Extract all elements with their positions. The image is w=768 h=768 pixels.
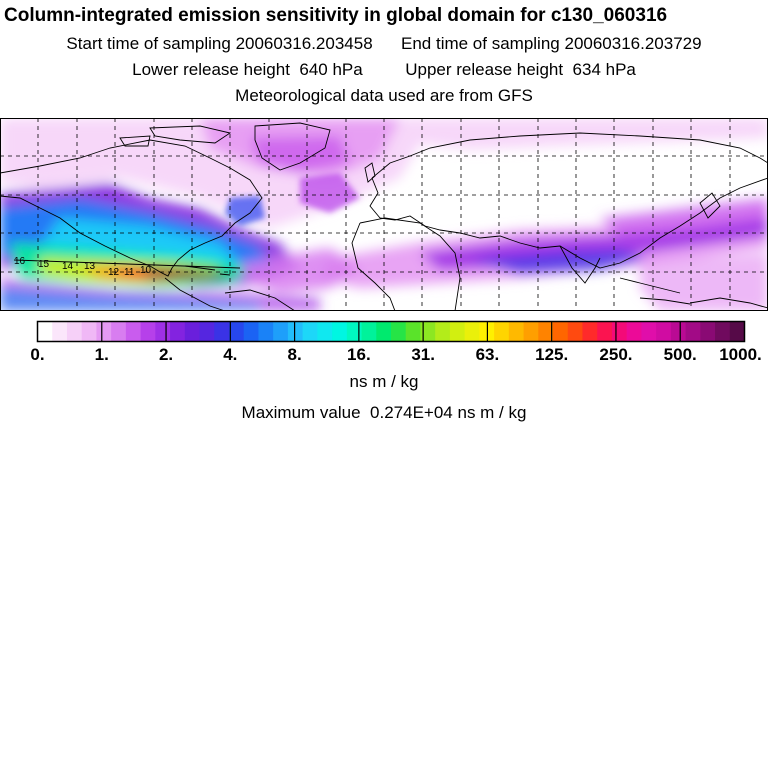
colorbar-frame <box>36 320 746 343</box>
upper-height-label: Upper release height <box>405 60 564 79</box>
track-label-11: 11 <box>124 267 135 278</box>
met-data-line: Meteorological data used are from GFS <box>235 86 533 105</box>
colorbar-cell <box>685 321 701 342</box>
colorbar-cell <box>464 321 480 342</box>
lower-height-label: Lower release height <box>132 60 290 79</box>
colorbar-cell <box>243 321 259 342</box>
colorbar-cell <box>66 321 83 342</box>
start-time-label: Start time of sampling <box>66 34 231 53</box>
colorbar-cell <box>258 321 274 342</box>
track-label-12: 12 <box>108 267 120 278</box>
colorbar-cell <box>52 321 68 342</box>
colorbar-cell <box>567 321 583 342</box>
colorbar-cell <box>538 321 554 342</box>
colorbar-tick-label: 31. <box>411 345 435 364</box>
colorbar-cell <box>170 321 186 342</box>
colorbar-cell <box>199 321 215 342</box>
colorbar-cell <box>37 321 53 342</box>
start-time-value: 20060316.203458 <box>235 34 373 53</box>
colorbar-cell <box>494 321 510 342</box>
flight-track: 16 15 14 13 12 11 10 <box>13 256 241 278</box>
colorbar-cell <box>228 321 245 342</box>
colorbar-cell <box>96 321 112 342</box>
track-label-14: 14 <box>62 261 74 272</box>
colorbar-cell <box>376 321 392 342</box>
colorbar-cell <box>346 321 363 342</box>
release-height-line: Lower release height 640 hPa Upper relea… <box>0 60 768 80</box>
colorbar-tick-label: 16. <box>347 345 371 364</box>
colorbar-cell <box>715 321 731 342</box>
max-value-label: Maximum value <box>241 403 361 422</box>
colorbar-cell <box>508 321 525 342</box>
colorbar-cell <box>361 321 377 342</box>
colorbar-tick-label: 1. <box>95 345 109 364</box>
colorbar-tick-label: 0. <box>30 345 44 364</box>
plot-title: Column-integrated emission sensitivity i… <box>4 5 668 26</box>
colorbar: 0. 1. 2. 4. 8. 16. 31. 63. 125. 250. 500. 1000. <box>30 320 762 364</box>
emission-sensitivity-map: 16 15 14 13 12 11 10 <box>0 118 768 311</box>
max-value: 0.274E+04 <box>370 403 453 422</box>
colorbar-tick-label: 2. <box>159 345 173 364</box>
colorbar-cell <box>391 321 407 342</box>
colorbar-tick-label: 8. <box>287 345 301 364</box>
maximum-value-line: Maximum value 0.274E+04 ns m / kg <box>0 403 768 423</box>
upper-height-value: 634 hPa <box>572 60 636 79</box>
colorbar-tick-label: 250. <box>599 345 632 364</box>
colorbar-cell <box>553 321 569 342</box>
colorbar-tick-label: 1000. <box>719 345 762 364</box>
end-time-value: 20060316.203729 <box>564 34 702 53</box>
colorbar-cell <box>302 321 318 342</box>
sensitivity-field <box>0 118 768 311</box>
graticule <box>0 118 768 311</box>
colorbar-cell <box>597 321 613 342</box>
track-label-16: 16 <box>14 256 26 267</box>
colorbar-tick-label: 125. <box>535 345 568 364</box>
colorbar-units: ns m / kg <box>349 372 419 391</box>
colorbar-cell <box>111 321 127 342</box>
colorbar-cell <box>641 321 657 342</box>
colorbar-cell <box>405 321 421 342</box>
colorbar-cell <box>700 321 716 342</box>
sampling-time-line: Start time of sampling 20060316.203458 E… <box>0 34 768 54</box>
colorbar-cell <box>670 321 687 342</box>
colorbar-cell <box>656 321 672 342</box>
colorbar-cell <box>435 321 451 342</box>
colorbar-cells <box>37 321 745 342</box>
track-label-13: 13 <box>84 261 96 272</box>
colorbar-cell <box>214 321 230 342</box>
track-label-15: 15 <box>38 259 50 270</box>
colorbar-cell <box>523 321 539 342</box>
colorbar-cell <box>125 321 142 342</box>
end-time-label: End time of sampling <box>401 34 560 53</box>
colorbar-cell <box>155 321 171 342</box>
colorbar-cell <box>582 321 598 342</box>
colorbar-cell <box>287 321 304 342</box>
colorbar-cell <box>449 321 466 342</box>
colorbar-tick-labels: 0. 1. 2. 4. 8. 16. 31. 63. 125. 250. 500. 1000. <box>30 345 761 364</box>
colorbar-cell <box>317 321 333 342</box>
coastlines <box>0 122 768 311</box>
colorbar-cell <box>140 321 156 342</box>
colorbar-tick-label: 500. <box>664 345 697 364</box>
colorbar-cell <box>273 321 289 342</box>
colorbar-ticks <box>101 321 681 342</box>
colorbar-cell <box>611 321 628 342</box>
track-label-10: 10 <box>140 265 152 276</box>
colorbar-cell <box>420 321 436 342</box>
colorbar-cell <box>626 321 642 342</box>
colorbar-cell <box>332 321 348 342</box>
colorbar-cell <box>184 321 201 342</box>
colorbar-cell <box>729 321 745 342</box>
lower-height-value: 640 hPa <box>299 60 363 79</box>
colorbar-tick-label: 4. <box>223 345 237 364</box>
max-value-units: ns m / kg <box>457 403 527 422</box>
colorbar-tick-label: 63. <box>476 345 500 364</box>
colorbar-cell <box>81 321 97 342</box>
